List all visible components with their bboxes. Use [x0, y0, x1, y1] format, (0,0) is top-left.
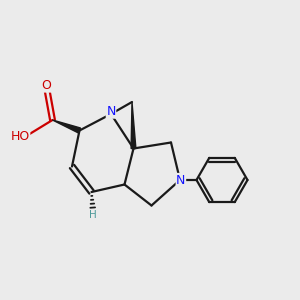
Text: N: N	[176, 173, 186, 187]
Text: H: H	[89, 209, 97, 220]
Text: O: O	[42, 79, 51, 92]
Polygon shape	[131, 102, 136, 148]
Polygon shape	[52, 120, 80, 133]
Text: HO: HO	[11, 130, 30, 143]
Text: N: N	[106, 105, 116, 118]
